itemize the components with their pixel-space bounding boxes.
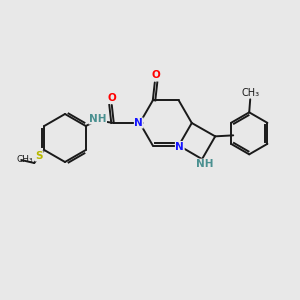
Text: N: N [134,118,143,128]
Text: S: S [35,151,43,161]
Text: CH₃: CH₃ [16,154,33,164]
Text: O: O [107,93,116,103]
Text: N: N [176,142,184,152]
Text: CH₃: CH₃ [241,88,259,98]
Text: NH: NH [196,159,214,169]
Text: NH: NH [89,114,106,124]
Text: O: O [152,70,160,80]
